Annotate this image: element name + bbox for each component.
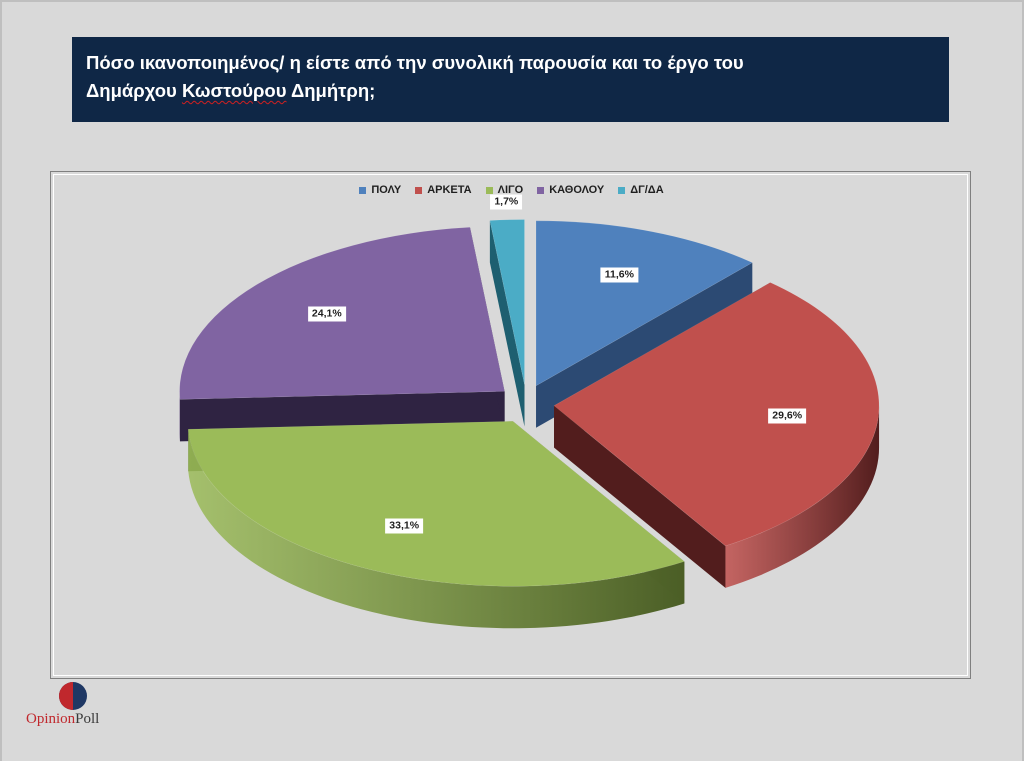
slice-rim-1-0 — [725, 405, 880, 588]
title-line-2-c: Δημήτρη; — [286, 80, 376, 101]
data-label-4: 1,7% — [490, 194, 523, 210]
pie-slice-2 — [187, 420, 685, 587]
legend-item-2: ΛΙΓΟ — [485, 184, 524, 196]
legend-label-2: ΛΙΓΟ — [497, 184, 524, 196]
pie-slice-4 — [489, 219, 525, 385]
legend-item-0: ΠΟΛΥ — [359, 184, 401, 196]
slice-rim-2-0 — [188, 429, 685, 629]
frame-left — [0, 0, 2, 761]
logo-text: OpinionPoll — [26, 711, 99, 728]
data-label-2: 33,1% — [385, 518, 424, 534]
data-label-3: 24,1% — [307, 306, 346, 322]
question-title: Πόσο ικανοποιημένος/ η είστε από την συν… — [72, 37, 949, 122]
pie-chart — [179, 219, 880, 629]
frame-right — [1022, 0, 1024, 761]
slice-wall-4-0 — [489, 220, 525, 427]
legend-swatch-1 — [415, 186, 423, 194]
legend-swatch-2 — [485, 186, 493, 194]
opinionpoll-logo — [58, 681, 88, 711]
legend-item-1: ΑΡΚΕΤΑ — [415, 184, 472, 196]
title-line-1: Πόσο ικανοποιημένος/ η είστε από την συν… — [86, 52, 744, 73]
title-line-2-a: Δημάρχου — [86, 80, 182, 101]
legend-swatch-0 — [359, 186, 367, 194]
chart-area-border — [53, 174, 968, 676]
logo-text-second: Poll — [75, 711, 100, 727]
pie-slice-1 — [553, 282, 880, 547]
title-line-2-b: Κωστούρου — [181, 80, 287, 101]
legend-item-3: ΚΑΘΟΛΟΥ — [537, 184, 604, 196]
legend-label-1: ΑΡΚΕΤΑ — [427, 184, 472, 196]
legend-label-3: ΚΑΘΟΛΟΥ — [549, 184, 605, 196]
legend-label-4: ΔΓ/ΔΑ — [630, 184, 664, 196]
frame-top — [0, 0, 1024, 2]
slice-wall-1-1 — [554, 405, 726, 588]
title-line-2: Δημάρχου Κωστούρου Δημήτρη; — [86, 77, 935, 105]
legend-label-0: ΠΟΛΥ — [371, 184, 402, 196]
data-label-0: 11,6% — [600, 267, 638, 283]
legend-item-4: ΔΓ/ΔΑ — [618, 184, 664, 196]
logo-text-first: Opinion — [26, 711, 76, 727]
legend-swatch-3 — [537, 186, 545, 194]
pie-slice-0 — [535, 220, 753, 387]
chart-legend: ΠΟΛΥ ΑΡΚΕΤΑ ΛΙΓΟ ΚΑΘΟΛΟΥ ΔΓ/ΔΑ — [51, 183, 972, 197]
logo-mark — [59, 682, 87, 710]
data-label-1: 29,6% — [768, 408, 807, 424]
legend-swatch-4 — [618, 186, 626, 194]
chart-area: ΠΟΛΥ ΑΡΚΕΤΑ ΛΙΓΟ ΚΑΘΟΛΟΥ ΔΓ/ΔΑ 11,6% 29,6% 33,… — [50, 171, 971, 679]
